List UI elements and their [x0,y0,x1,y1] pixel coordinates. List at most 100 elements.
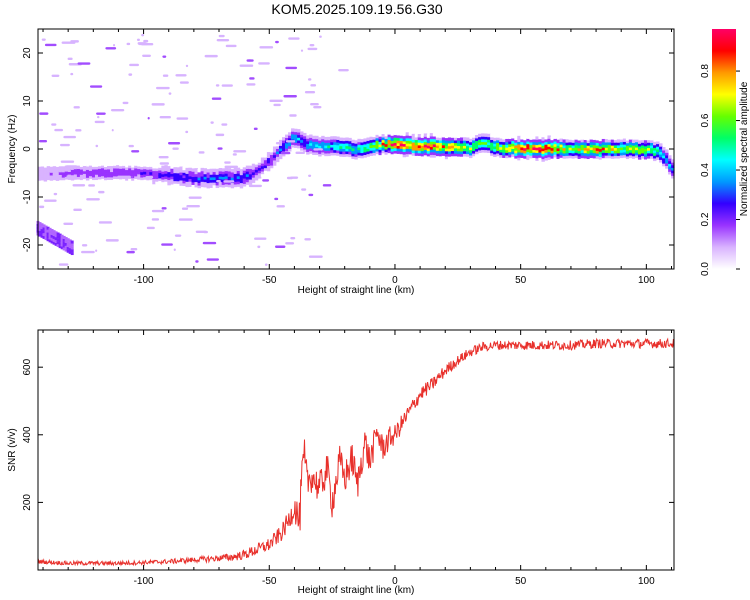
heatmap-cell [453,150,458,154]
heatmap-cell [592,136,597,140]
heatmap-cell [450,137,455,141]
heatmap-cell [502,136,506,140]
heatmap-cell [647,152,651,156]
heatmap-cell [556,147,560,152]
heatmap-cell [342,148,346,152]
heatmap-cell [408,150,413,155]
heatmap-noise-cell [274,197,279,201]
heatmap-noise-cell [206,258,220,261]
heatmap-cell [282,142,286,146]
heatmap-cell [155,167,159,172]
heatmap-cell [70,243,74,247]
heatmap-cell [291,141,295,145]
heatmap-cell [275,153,280,157]
heatmap-cell [514,139,518,143]
heatmap-cell [526,156,530,161]
heatmap-cell [43,167,48,171]
heatmap-cell [218,181,223,185]
heatmap-cell [173,175,177,179]
heatmap-cell [595,147,600,151]
heatmap-cell [91,168,96,173]
heatmap-cell [128,162,132,166]
heatmap-cell [487,139,491,143]
heatmap-cell [640,136,645,141]
heatmap-cell [484,133,488,137]
heatmap-cell [517,149,521,153]
heatmap-cell [97,176,102,180]
heatmap-cell [152,175,156,180]
heatmap-cell [104,168,108,173]
heatmap-cell [321,146,325,150]
heatmap-cell [288,137,292,141]
heatmap-cell [571,139,575,143]
heatmap-cell [79,168,84,173]
heatmap-cell [604,139,609,143]
heatmap-cell [637,143,642,147]
heatmap-noise-cell [81,250,95,254]
heatmap-cell [659,143,663,147]
heatmap-cell [589,138,594,143]
heatmap-cell [354,145,358,149]
heatmap-cell [607,152,612,156]
heatmap-cell [541,139,545,144]
heatmap-cell [46,232,50,236]
heatmap-cell [76,176,81,180]
heatmap-cell [553,153,557,158]
heatmap-cell [62,241,66,245]
heatmap-cell [248,178,253,183]
heatmap-noise-cell [175,74,187,77]
heatmap-cell [625,152,630,157]
heatmap-noise-cell [168,92,172,95]
heatmap-cell [402,148,407,152]
heatmap-noise-cell [225,44,237,48]
heatmap-cell [595,152,600,157]
heatmap-cell [161,165,165,169]
heatmap-cell [101,175,105,179]
heatmap-cell [613,141,618,146]
heatmap-cell [369,147,373,151]
heatmap-cell [375,137,379,141]
heatmap-noise-cell [53,192,58,196]
heatmap-cell [188,167,192,172]
heatmap-cell [634,144,639,148]
heatmap-noise-cell [246,59,254,62]
heatmap-cell [342,153,346,157]
heatmap-cell [354,148,358,152]
heatmap-cell [466,155,470,160]
heatmap-cell [254,163,259,168]
heatmap-cell [68,245,72,249]
heatmap-cell [450,150,455,154]
heatmap-cell [50,231,54,235]
heatmap-noise-cell [269,99,283,103]
heatmap-cell [469,152,473,156]
heatmap-cell [459,140,464,144]
heatmap-noise-cell [217,147,223,150]
heatmap-cell [306,135,310,139]
heatmap-cell [526,154,530,158]
heatmap-cell [556,155,560,159]
heatmap-cell [245,176,250,180]
heatmap-cell [526,138,530,142]
heatmap-cell [269,164,274,169]
heatmap-cell [438,142,443,146]
heatmap-cell [278,153,283,157]
heatmap-noise-cell [211,97,222,100]
heatmap-cell [472,136,476,141]
heatmap-cell [366,145,370,149]
heatmap-cell [56,243,60,247]
heatmap-cell [215,176,220,181]
heatmap-cell [125,166,129,171]
heatmap-cell [390,150,394,155]
heatmap-cell [411,136,416,140]
heatmap-cell [659,153,663,158]
heatmap-cell [260,160,265,164]
snr-x-tick-label: 100 [638,576,655,587]
heatmap-cell [508,143,512,147]
heatmap-cell [462,139,467,144]
heatmap-cell [197,182,201,186]
heatmap-cell [113,162,117,166]
heatmap-cell [508,151,512,155]
heatmap-cell [275,150,280,155]
heatmap-cell [221,173,226,177]
heatmap-cell [429,154,434,158]
